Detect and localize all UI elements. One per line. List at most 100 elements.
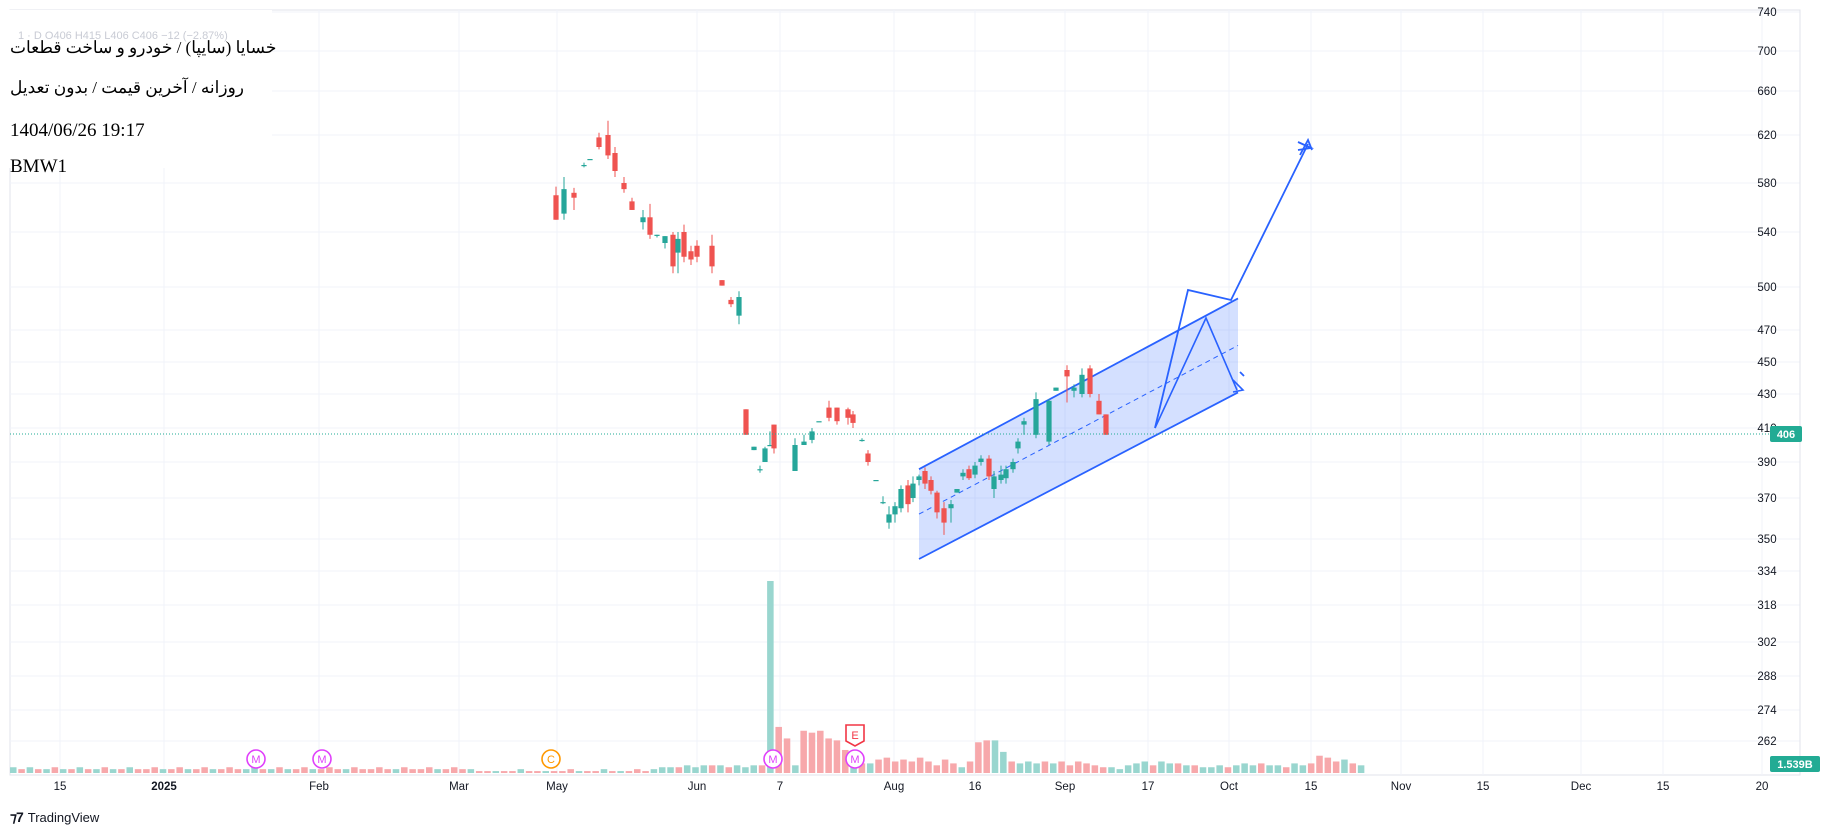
forecast-zigzag-2[interactable] — [1154, 143, 1309, 429]
volume-bar — [883, 757, 891, 773]
volume-bar — [276, 767, 283, 773]
volume-bar — [367, 769, 375, 773]
candle — [966, 465, 972, 480]
candle — [972, 462, 978, 479]
axes[interactable]: 7407006606205805405004704504304103903703… — [54, 7, 1820, 793]
candle-body — [1046, 400, 1052, 442]
candle-body — [898, 489, 904, 509]
volume-bar — [76, 767, 84, 773]
volume-bar — [1341, 759, 1348, 773]
candle-body — [792, 445, 798, 471]
volume-bar — [575, 771, 583, 773]
event-marker[interactable]: M — [845, 749, 865, 769]
forecast-zigzag-1[interactable] — [1154, 316, 1238, 429]
candle — [571, 187, 577, 210]
candle — [892, 502, 898, 523]
candle-body — [647, 217, 653, 235]
volume-bar — [1233, 765, 1240, 773]
candle-body — [954, 489, 960, 493]
marker-label: M — [768, 754, 777, 766]
candle-body — [762, 448, 768, 462]
volume-bar — [675, 767, 683, 773]
time-tick-label: 7 — [777, 781, 783, 793]
volume-bar — [51, 767, 59, 773]
candle-body — [743, 409, 749, 435]
volume-bar — [176, 767, 183, 773]
event-marker[interactable]: C — [541, 749, 561, 769]
volume-bar — [625, 771, 633, 773]
volume-bar — [292, 769, 300, 773]
channel-upper-line[interactable] — [918, 297, 1239, 470]
volume-bar — [1274, 765, 1282, 773]
candle-body — [654, 234, 660, 236]
badge-bg — [1770, 756, 1820, 772]
volume-bar — [1349, 763, 1357, 773]
symbol-title: خسایا (سایپا) / خودرو و ساخت قطعات — [10, 38, 277, 57]
volume-bar — [193, 769, 200, 773]
time-tick-label: Feb — [309, 781, 329, 793]
circle-icon — [246, 749, 266, 769]
candle — [751, 446, 757, 451]
price-tick-label: 288 — [1757, 671, 1776, 683]
time-tick-label: May — [546, 781, 568, 793]
last-price-value: 406 — [1777, 429, 1795, 441]
candle-body — [736, 297, 742, 316]
volume-bar — [592, 771, 599, 773]
candle — [596, 132, 602, 150]
volume-badge[interactable]: 1.539B — [1770, 756, 1820, 772]
candle-body — [1079, 374, 1085, 394]
volume-bar — [634, 769, 641, 773]
plot-frame — [9, 9, 1801, 776]
candle — [670, 232, 676, 274]
volume-bar — [26, 767, 34, 773]
volume-bar — [34, 769, 42, 773]
event-marker[interactable]: M — [246, 749, 266, 769]
volume-bar — [958, 767, 965, 773]
datetime-label: 1404/06/26 19:17 — [10, 120, 145, 141]
candle — [1021, 417, 1027, 435]
event-marker[interactable]: M — [312, 749, 332, 769]
last-price-badge[interactable]: 406 — [1770, 426, 1802, 442]
channel-lower-line[interactable] — [918, 391, 1239, 560]
circle-icon — [763, 749, 783, 769]
volume-bar — [251, 767, 258, 773]
candle — [681, 224, 687, 263]
candle-body — [892, 506, 898, 515]
volume-bar — [492, 771, 500, 773]
ohlc-readout: 1 · D O406 H415 L406 C406 −12 (−2.87%) — [18, 30, 228, 42]
tradingview-logo[interactable]: ⁊7 TradingView — [10, 809, 99, 826]
candle — [991, 471, 997, 498]
volume-bar — [767, 581, 774, 773]
volume-bar — [1174, 763, 1182, 773]
volume-bar — [667, 767, 674, 773]
volume-bar — [376, 767, 383, 773]
brand-label: TradingView — [27, 810, 100, 825]
volume-bar — [567, 769, 574, 773]
symbol-code: BMW1 — [10, 156, 67, 177]
candle — [934, 490, 940, 519]
candle-body — [998, 474, 1004, 480]
event-marker[interactable]: M — [763, 749, 783, 769]
volume-bar — [1033, 763, 1040, 773]
channel-drawing[interactable] — [918, 297, 1239, 560]
candle — [922, 467, 928, 489]
volume-bar — [1258, 763, 1265, 773]
candle-body — [767, 445, 773, 447]
volume-bar — [309, 769, 317, 773]
volume-bar — [600, 769, 608, 773]
candle-body — [605, 135, 611, 156]
candle-body — [1003, 469, 1009, 479]
volume-bar — [1166, 763, 1173, 773]
event-markers[interactable]: M M C M ME — [246, 724, 865, 769]
arrow-head-icon — [1297, 141, 1315, 151]
volume-bar — [134, 769, 142, 773]
earnings-marker[interactable]: E — [845, 724, 865, 747]
volume-bar — [775, 726, 782, 773]
forecast-path[interactable] — [1154, 137, 1315, 429]
price-tick-label: 302 — [1757, 637, 1776, 649]
candle-body — [694, 245, 700, 257]
candle-body — [1021, 421, 1027, 425]
candle-body — [640, 217, 646, 223]
candle-body — [850, 414, 856, 423]
